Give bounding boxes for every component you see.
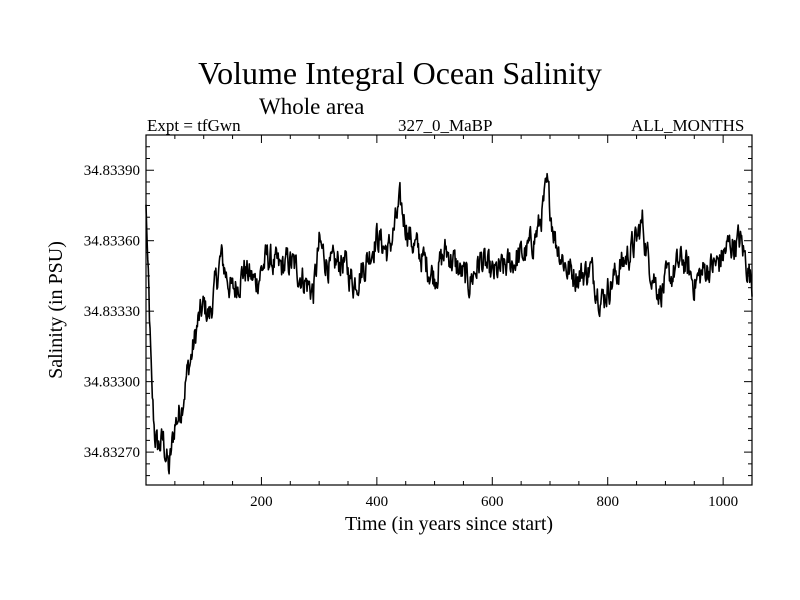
x-axis-label: Time (in years since start) [345, 513, 553, 535]
tick-marks [146, 135, 752, 485]
x-tick-label: 400 [366, 494, 389, 510]
months-label: ALL_MONTHS [631, 116, 745, 135]
tick-labels: 200 400 600 800 1000 34.83270 34.83300 34.83330… [84, 163, 738, 510]
y-tick-label: 34.83360 [84, 234, 140, 250]
y-tick-label: 34.83330 [84, 304, 140, 320]
y-tick-label: 34.83390 [84, 163, 140, 179]
y-tick-label: 34.83300 [84, 375, 140, 391]
run-label: 327_0_MaBP [398, 116, 493, 135]
x-tick-label: 200 [250, 494, 273, 510]
plot-frame [145, 134, 753, 486]
x-tick-label: 1000 [708, 494, 738, 510]
chart-subtitle: Whole area [259, 94, 365, 119]
x-tick-label: 600 [481, 494, 504, 510]
y-axis-label: Salinity (in PSU) [45, 241, 67, 379]
salinity-series-line [145, 172, 753, 475]
experiment-label: Expt = tfGwn [147, 116, 241, 135]
x-tick-label: 800 [596, 494, 619, 510]
y-tick-label: 34.83270 [84, 445, 140, 461]
chart-title: Volume Integral Ocean Salinity [198, 55, 602, 91]
